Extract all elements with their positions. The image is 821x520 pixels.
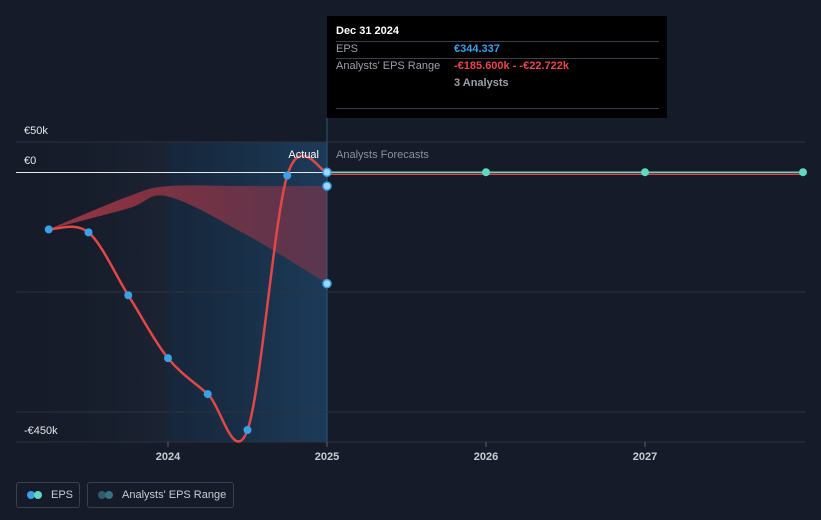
tooltip-analysts-count: 3 Analysts <box>454 77 509 89</box>
tooltip: Dec 31 2024 EPS €344.337 Analysts' EPS R… <box>327 16 667 118</box>
tooltip-divider <box>336 108 659 109</box>
analyst-range-area <box>48 185 327 284</box>
forecast-point <box>799 168 807 177</box>
y-axis-label: €50k <box>24 125 48 137</box>
eps-point <box>124 291 133 300</box>
eps-chart: €50k €0 -€450k 2024 2025 2026 2027 Actual Analys… <box>9 118 807 463</box>
eps-point <box>283 171 292 180</box>
tooltip-date: Dec 31 2024 <box>336 25 399 37</box>
legend-range-label: Analysts' EPS Range <box>122 489 227 501</box>
legend-range-button[interactable]: Analysts' EPS Range <box>87 482 234 508</box>
forecast-label: Analysts Forecasts <box>336 149 429 161</box>
range-low-point <box>322 278 332 289</box>
tooltip-eps-label: EPS <box>336 43 359 55</box>
tooltip-divider <box>336 58 659 59</box>
tooltip-eps-value: €344.337 <box>454 43 500 55</box>
eps-point <box>84 228 93 237</box>
range-legend-icon <box>98 491 114 499</box>
tooltip-divider <box>336 41 659 42</box>
y-axis-label: €0 <box>24 155 36 167</box>
eps-point <box>243 426 252 434</box>
legend-eps-button[interactable]: EPS <box>16 482 80 508</box>
eps-point <box>44 225 53 234</box>
eps-point <box>322 167 332 178</box>
tooltip-range-label: Analysts' EPS Range <box>336 60 441 72</box>
actual-label: Actual <box>288 149 319 161</box>
eps-legend-icon <box>27 491 43 499</box>
x-tick-label: 2024 <box>156 451 181 463</box>
x-tick-label: 2026 <box>474 451 498 463</box>
eps-point <box>164 354 172 363</box>
x-tick-label: 2025 <box>315 451 339 463</box>
x-tick-label: 2027 <box>633 451 657 463</box>
tooltip-range-value: -€185.600k - -€22.722k <box>454 60 569 72</box>
eps-point <box>203 390 212 399</box>
range-high-point <box>322 181 332 191</box>
forecast-point <box>641 168 649 177</box>
legend-eps-label: EPS <box>51 489 74 501</box>
y-axis-label: -€450k <box>24 425 58 437</box>
forecast-point <box>482 168 490 177</box>
